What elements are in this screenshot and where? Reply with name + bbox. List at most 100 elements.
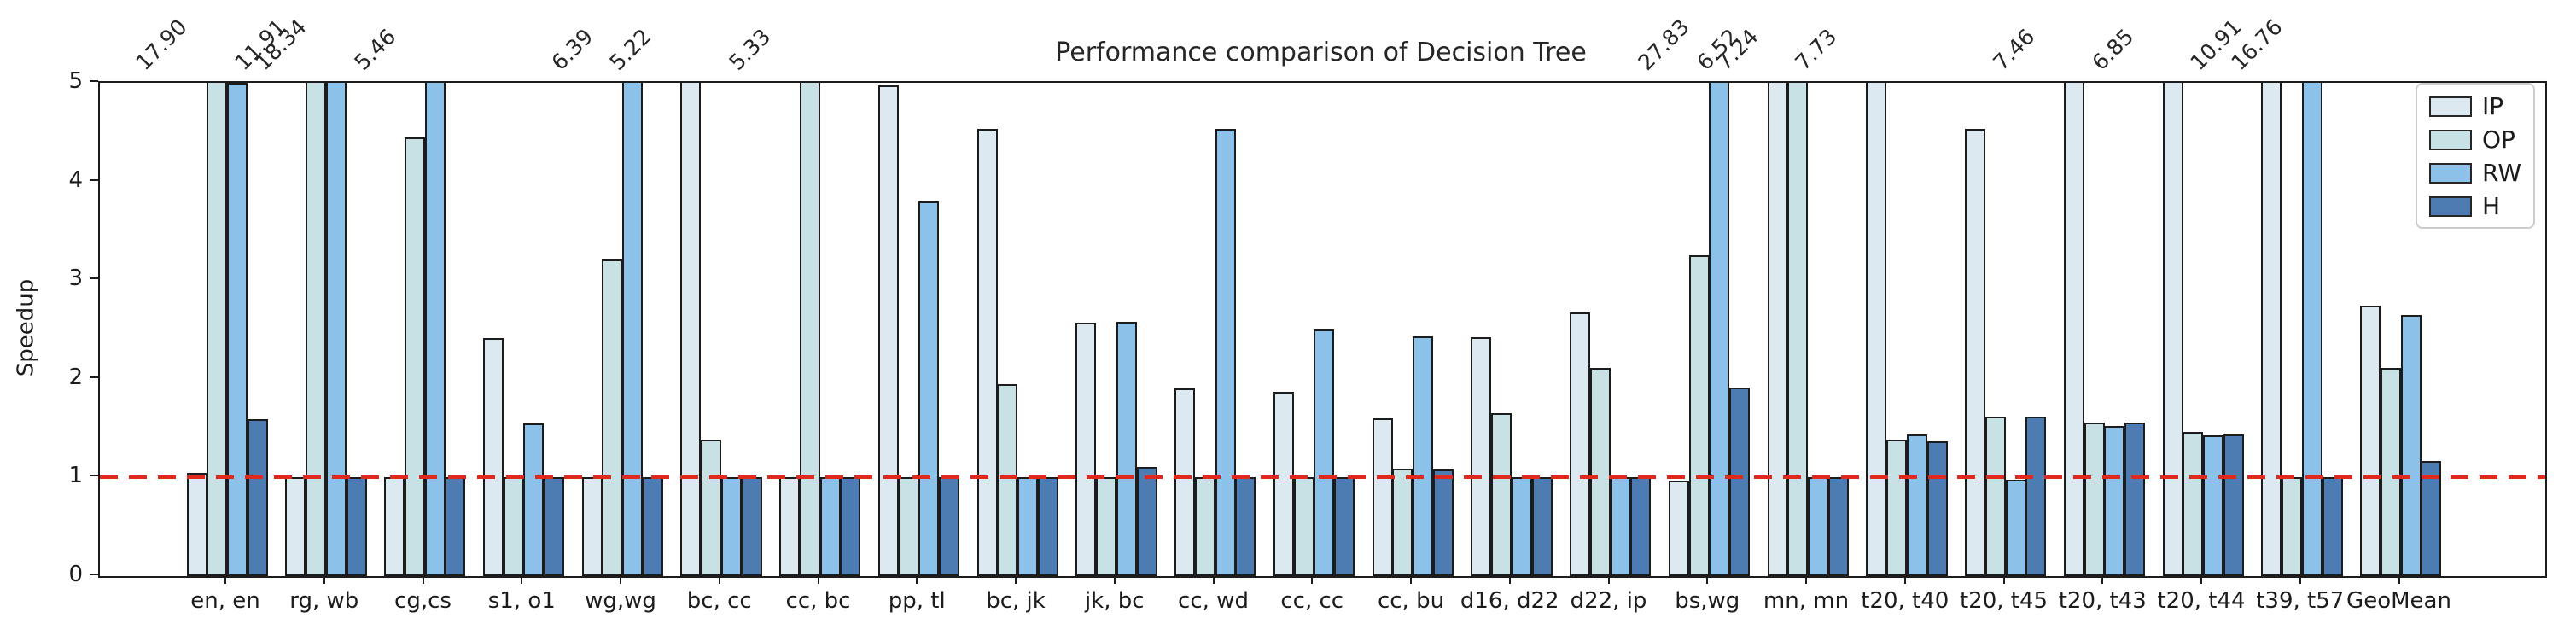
legend-entry-RW: RW: [2429, 161, 2533, 185]
bar-H-22: [2421, 460, 2442, 576]
bar-RW-20: [2203, 434, 2223, 576]
bar-OP-9: [1096, 477, 1116, 576]
y-axis-label: Speedup: [13, 278, 38, 377]
bar-OP-20: [2183, 432, 2204, 576]
bar-OP-3: [503, 477, 524, 576]
y-tick-label-0: 0: [68, 562, 83, 587]
chart-title: Performance comparison of Decision Tree: [1055, 38, 1587, 67]
plot-area: [98, 81, 2547, 578]
bar-IP-15: [1668, 480, 1689, 576]
bar-OP-5: [701, 440, 721, 576]
bar-RW-4: [622, 83, 643, 576]
bar-RW-11: [1314, 329, 1335, 576]
bar-H-21: [2322, 477, 2343, 576]
bar-RW-19: [2104, 426, 2125, 576]
y-tick-1: [90, 475, 98, 477]
x-tick-4: [620, 576, 621, 584]
x-tick-9: [1113, 576, 1116, 584]
bar-H-6: [840, 477, 861, 576]
bar-H-18: [2025, 416, 2047, 576]
bar-IP-0: [186, 472, 207, 576]
y-tick-0: [90, 574, 98, 575]
x-tick-2: [422, 576, 424, 584]
bar-OP-6: [799, 83, 820, 576]
bar-OP-12: [1392, 469, 1413, 576]
bar-RW-10: [1215, 129, 1236, 576]
bar-OP-15: [1688, 255, 1710, 576]
legend-label-H: H: [2482, 192, 2501, 220]
x-tick-label-7: pp, tl: [888, 588, 946, 614]
bar-RW-17: [1906, 434, 1927, 576]
bar-H-19: [2124, 422, 2145, 576]
y-tick-4: [90, 178, 98, 181]
bar-IP-11: [1273, 391, 1294, 576]
x-tick-label-4: wg,wg: [585, 588, 656, 614]
x-tick-21: [2299, 576, 2301, 584]
legend-swatch-OP: [2429, 130, 2472, 150]
bar-H-17: [1926, 440, 1948, 576]
legend-label-OP: OP: [2482, 125, 2515, 154]
x-tick-label-5: bc, cc: [686, 588, 752, 614]
bar-H-4: [642, 477, 663, 576]
bar-IP-1: [285, 477, 306, 576]
bar-RW-18: [2005, 479, 2026, 576]
bar-IP-22: [2360, 306, 2381, 576]
legend: IP OP RW H: [2416, 83, 2535, 229]
legend-swatch-RW: [2429, 163, 2472, 184]
bar-H-20: [2223, 434, 2244, 576]
bar-H-12: [1432, 469, 1454, 576]
bar-RW-8: [1017, 477, 1038, 576]
y-tick-label-1: 1: [68, 463, 83, 489]
bar-OP-18: [1984, 416, 2006, 576]
x-tick-label-13: d16, d22: [1460, 588, 1559, 614]
bar-OP-13: [1491, 413, 1512, 576]
x-tick-10: [1212, 576, 1215, 584]
bar-OP-8: [997, 383, 1018, 576]
x-tick-18: [2002, 576, 2005, 584]
bar-OP-11: [1293, 477, 1314, 576]
x-tick-label-10: cc, wd: [1178, 588, 1249, 614]
reference-line-speedup-1: [100, 475, 2545, 480]
x-tick-14: [1607, 576, 1610, 584]
x-tick-label-21: t39, t57: [2256, 588, 2345, 614]
y-tick-label-5: 5: [68, 68, 83, 94]
y-tick-label-3: 3: [68, 265, 83, 292]
x-tick-11: [1311, 576, 1314, 584]
x-tick-label-12: cc, bu: [1377, 588, 1445, 614]
x-tick-label-20: t20, t44: [2157, 588, 2246, 614]
x-tick-label-2: cg,cs: [394, 588, 452, 614]
bar-H-8: [1037, 477, 1058, 576]
bar-IP-12: [1372, 418, 1393, 576]
bar-RW-14: [1610, 477, 1631, 576]
legend-entry-IP: IP: [2429, 95, 2533, 119]
bar-IP-18: [1965, 129, 1985, 576]
bar-RW-6: [819, 477, 841, 576]
x-tick-15: [1706, 576, 1709, 584]
bar-RW-1: [325, 83, 347, 576]
bar-IP-20: [2162, 83, 2183, 576]
legend-label-IP: IP: [2482, 92, 2504, 120]
bar-IP-5: [680, 83, 702, 576]
legend-swatch-H: [2429, 196, 2472, 217]
legend-label-RW: RW: [2482, 159, 2522, 187]
bar-OP-21: [2282, 477, 2302, 576]
bar-OP-17: [1886, 440, 1907, 576]
y-axis-label-wrap: Speedup: [7, 81, 44, 574]
bar-H-7: [939, 477, 959, 576]
bar-H-11: [1334, 477, 1355, 576]
x-tick-label-16: mn, mn: [1763, 588, 1850, 614]
x-tick-7: [916, 576, 918, 584]
bar-IP-3: [482, 338, 504, 576]
bar-IP-8: [976, 129, 998, 576]
bar-OP-0: [207, 83, 228, 576]
bar-IP-13: [1471, 337, 1492, 576]
bar-RW-5: [720, 477, 742, 576]
x-tick-8: [1015, 576, 1017, 584]
bar-IP-17: [1866, 83, 1887, 576]
legend-entry-H: H: [2429, 195, 2533, 219]
bar-IP-16: [1767, 83, 1788, 576]
y-tick-label-2: 2: [68, 364, 83, 390]
bar-OP-4: [602, 259, 623, 576]
bar-IP-7: [877, 85, 899, 576]
